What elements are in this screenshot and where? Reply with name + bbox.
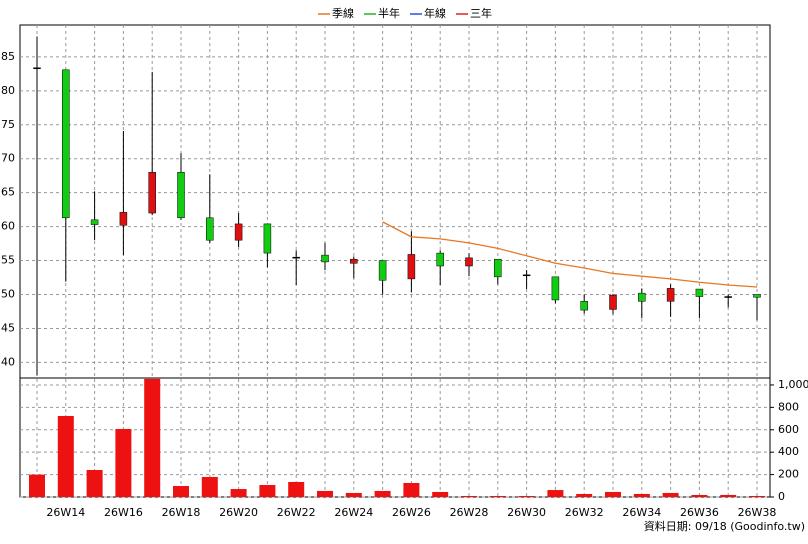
legend-label: 季線 xyxy=(332,6,354,20)
x-tick-label: 26W38 xyxy=(738,506,777,519)
x-tick-label: 26W14 xyxy=(46,506,85,519)
candle-body xyxy=(206,217,214,241)
candle-body xyxy=(177,172,185,219)
volume-bar xyxy=(518,495,535,497)
footer: 資料日期: 09/18 (Goodinfo.tw) xyxy=(644,519,805,533)
y-tick-label: 65 xyxy=(1,186,15,199)
candle-body xyxy=(666,288,675,302)
volume-bar xyxy=(576,493,593,497)
y-tick-label: 45 xyxy=(1,321,15,334)
volume-bar xyxy=(461,495,477,497)
candle-body xyxy=(580,301,588,311)
volume-bar xyxy=(374,490,391,497)
volume-bar xyxy=(144,378,161,497)
volume-bar xyxy=(57,415,74,497)
candle-body xyxy=(695,288,704,297)
volume-bar xyxy=(345,492,362,497)
y-tick-label: 75 xyxy=(1,118,15,131)
legend-label: 三年 xyxy=(470,6,492,20)
candle-body xyxy=(436,252,444,267)
y-tick-label: 40 xyxy=(1,355,15,368)
candle-body xyxy=(292,256,300,259)
y-tick-label: 70 xyxy=(1,152,15,165)
x-tick-label: 26W16 xyxy=(104,506,143,519)
x-tick-label: 26W20 xyxy=(219,506,258,519)
y2-tick-label: 600 xyxy=(778,423,799,436)
y-tick-label: 55 xyxy=(1,254,15,267)
y2-tick-label: 0 xyxy=(778,490,785,503)
y2-tick-label: 1,000 xyxy=(778,378,808,391)
volume-bar xyxy=(605,491,621,497)
volume-bar xyxy=(489,495,506,497)
volume-bar xyxy=(547,490,564,497)
volume-bar xyxy=(662,492,679,497)
x-tick-label: 26W34 xyxy=(622,506,661,519)
volume-bar xyxy=(720,494,737,497)
volume-bar xyxy=(115,428,132,497)
y-tick-label: 85 xyxy=(1,50,15,63)
y2-tick-label: 800 xyxy=(778,400,799,413)
x-tick-label: 26W26 xyxy=(392,506,431,519)
candle-body xyxy=(551,276,560,301)
candle-body xyxy=(753,294,761,298)
candle-body xyxy=(378,260,387,281)
volume-bar xyxy=(230,489,247,497)
legend-label: 年線 xyxy=(424,6,446,20)
candle-body xyxy=(638,292,646,302)
candle-body xyxy=(33,67,41,70)
volume-bar xyxy=(691,494,708,497)
volume-bar xyxy=(633,493,650,497)
candle-body xyxy=(62,69,70,219)
volume-bar xyxy=(29,474,45,497)
volume-bar xyxy=(403,482,420,497)
volume-bar xyxy=(259,485,276,497)
x-tick-label: 26W36 xyxy=(680,506,719,519)
y-tick-label: 60 xyxy=(1,220,15,233)
x-tick-label: 26W32 xyxy=(565,506,604,519)
candle-body xyxy=(321,254,329,263)
candle-body xyxy=(522,274,531,277)
legend-label: 半年 xyxy=(378,6,400,20)
volume-bar xyxy=(201,476,218,497)
volume-bar xyxy=(317,490,333,497)
y2-tick-label: 400 xyxy=(778,445,799,458)
candle-body xyxy=(234,223,243,241)
candle-body xyxy=(494,258,502,278)
volume-bar xyxy=(86,469,103,497)
candle-body xyxy=(148,172,156,214)
volume-bar xyxy=(432,491,449,497)
ma-line xyxy=(382,221,758,288)
candle-body xyxy=(263,223,272,254)
volume-bar xyxy=(749,495,765,497)
volume-bar xyxy=(288,481,305,497)
candle-body xyxy=(350,258,358,264)
x-tick-label: 26W22 xyxy=(277,506,316,519)
x-tick-label: 26W30 xyxy=(507,506,546,519)
volume-bar xyxy=(173,486,189,497)
candle-body xyxy=(407,254,416,280)
candle-body xyxy=(609,294,617,310)
x-tick-label: 26W24 xyxy=(334,506,373,519)
candle-body xyxy=(465,257,473,267)
candle-body xyxy=(119,212,128,226)
y-tick-label: 50 xyxy=(1,288,15,301)
y2-tick-label: 200 xyxy=(778,468,799,481)
x-tick-label: 26W18 xyxy=(162,506,201,519)
y-tick-label: 80 xyxy=(1,84,15,97)
x-tick-label: 26W28 xyxy=(450,506,489,519)
candle-body xyxy=(724,296,732,298)
candle-body xyxy=(90,219,99,225)
